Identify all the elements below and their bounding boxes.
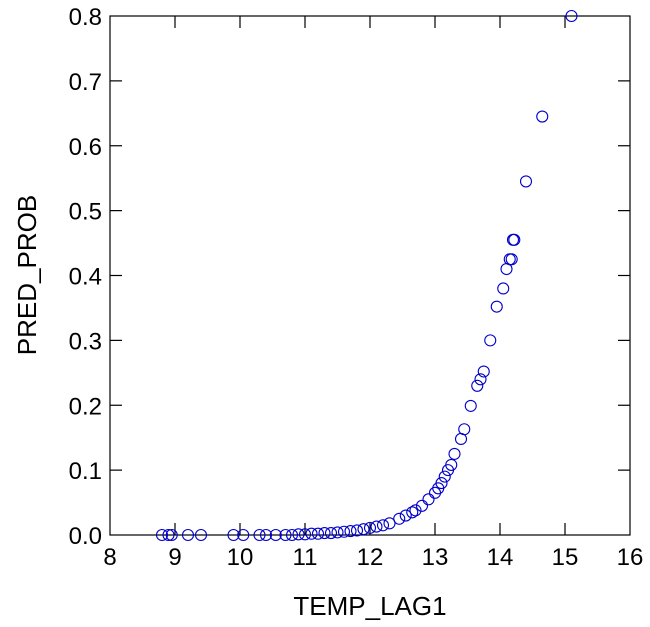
data-point — [484, 334, 497, 347]
x-tick-label: 15 — [552, 544, 579, 571]
data-point — [471, 379, 484, 392]
data-point — [311, 527, 325, 540]
x-tick-label: 13 — [422, 544, 449, 571]
x-tick-label: 10 — [227, 544, 254, 571]
x-axis-title: TEMP_LAG1 — [293, 591, 446, 621]
data-point — [448, 447, 461, 460]
data-point — [383, 517, 396, 530]
x-tick-label: 8 — [103, 544, 116, 571]
data-point — [445, 458, 458, 471]
data-point — [181, 528, 195, 542]
data-point — [376, 519, 390, 532]
data-point — [422, 493, 435, 506]
data-point — [227, 528, 240, 542]
data-point — [305, 527, 318, 540]
y-tick-label: 0.1 — [69, 458, 102, 485]
data-point — [490, 300, 503, 313]
y-tick-label: 0.0 — [69, 523, 102, 550]
data-point — [279, 528, 292, 542]
x-tick-label: 14 — [487, 544, 514, 571]
data-point — [458, 423, 471, 436]
y-axis-title: PRED_PROB — [12, 195, 42, 355]
data-point — [565, 9, 578, 23]
data-point — [155, 528, 169, 542]
y-tick-label: 0.2 — [69, 393, 102, 420]
data-point — [344, 525, 357, 538]
data-point — [363, 521, 377, 534]
data-point — [285, 528, 299, 542]
data-point — [298, 528, 312, 541]
data-point — [237, 528, 250, 542]
data-point — [370, 520, 383, 533]
data-point — [331, 526, 344, 539]
data-point — [464, 399, 477, 412]
data-point — [508, 233, 521, 246]
x-axis: 8 9 10 11 12 13 14 15 16 — [103, 16, 643, 571]
data-point — [324, 527, 338, 540]
data-point — [477, 365, 490, 378]
data-point — [438, 470, 451, 483]
data-point — [399, 509, 412, 522]
data-point — [165, 528, 178, 542]
y-tick-label: 0.8 — [69, 4, 102, 31]
data-point — [357, 523, 370, 536]
data-point — [292, 528, 305, 541]
data-point — [259, 528, 273, 542]
y-tick-label: 0.5 — [69, 199, 102, 226]
data-point — [536, 110, 549, 123]
scatter-points — [155, 9, 578, 542]
y-axis: 0.0 0.1 0.2 0.3 0.4 0.5 0.6 0.7 0.8 — [69, 4, 630, 550]
data-point — [162, 528, 175, 542]
data-point — [253, 528, 266, 542]
data-point — [409, 504, 422, 517]
data-point — [194, 528, 208, 542]
data-point — [435, 477, 448, 490]
y-tick-label: 0.7 — [69, 69, 102, 96]
y-tick-label: 0.3 — [69, 328, 102, 355]
y-tick-label: 0.6 — [69, 134, 102, 161]
x-tick-label: 11 — [293, 544, 318, 571]
data-point — [415, 499, 429, 512]
data-point — [393, 512, 406, 525]
data-point — [318, 527, 331, 540]
data-point — [269, 528, 282, 542]
data-point — [519, 175, 533, 188]
data-point — [350, 524, 364, 537]
data-point — [406, 506, 419, 519]
y-tick-label: 0.4 — [69, 264, 102, 291]
data-point — [497, 282, 510, 295]
x-tick-label: 16 — [617, 544, 644, 571]
plot-frame — [109, 15, 631, 536]
data-point — [474, 373, 487, 386]
x-tick-label: 12 — [357, 544, 384, 571]
data-point — [337, 525, 351, 538]
data-point — [505, 253, 518, 266]
x-tick-label: 9 — [168, 544, 181, 571]
